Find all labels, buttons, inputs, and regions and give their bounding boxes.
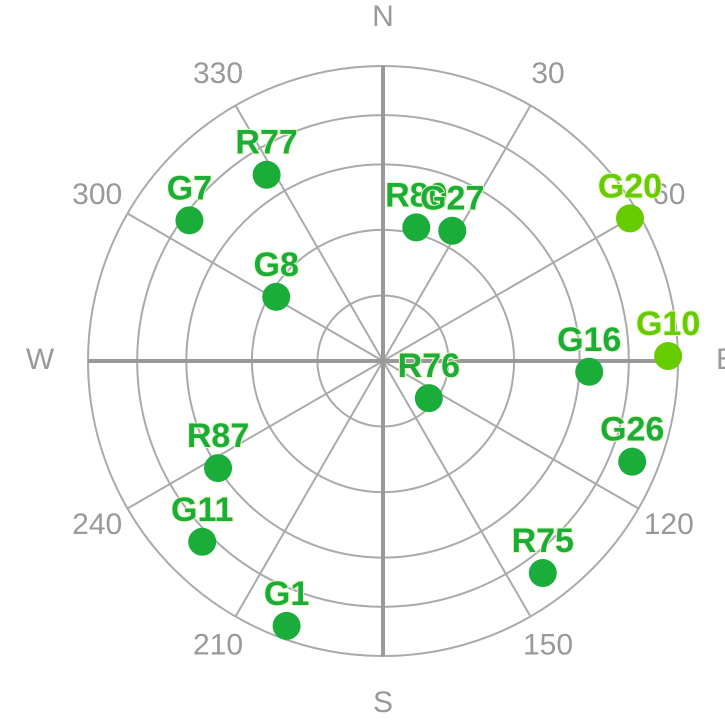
satellite bbox=[528, 559, 557, 588]
direction-label: S bbox=[373, 686, 393, 719]
satellite bbox=[272, 611, 301, 640]
satellite-label: G16 bbox=[557, 321, 621, 359]
satellite bbox=[204, 454, 233, 483]
satellite-label: G20 bbox=[598, 167, 662, 205]
satellite-label: G26 bbox=[600, 411, 664, 449]
angle-label: 60 bbox=[652, 178, 685, 211]
spoke bbox=[382, 360, 532, 617]
satellite-label: R87 bbox=[187, 417, 249, 455]
spoke bbox=[127, 360, 384, 510]
satellite-label: G1 bbox=[264, 575, 309, 613]
satellite bbox=[654, 342, 683, 371]
satellite-label: G7 bbox=[167, 169, 212, 207]
satellite-label: G8 bbox=[254, 246, 299, 284]
angle-label: 150 bbox=[523, 629, 573, 662]
angle-label: 330 bbox=[193, 57, 243, 90]
satellite-label: G27 bbox=[420, 180, 484, 218]
satellite bbox=[188, 527, 217, 556]
angle-label: 120 bbox=[644, 508, 694, 541]
satellite bbox=[438, 216, 467, 245]
spoke bbox=[234, 105, 384, 362]
angle-label: 300 bbox=[72, 178, 122, 211]
satellite-label: R77 bbox=[235, 124, 297, 162]
satellite bbox=[615, 204, 644, 233]
satellite bbox=[262, 282, 291, 311]
satellite-label: G11 bbox=[171, 491, 233, 529]
spoke bbox=[127, 212, 384, 362]
angle-label: 30 bbox=[531, 57, 564, 90]
angle-label: 210 bbox=[193, 629, 243, 662]
satellite-label: G10 bbox=[636, 305, 700, 343]
angle-label: 240 bbox=[72, 508, 122, 541]
direction-label: N bbox=[372, 0, 394, 33]
satellite bbox=[252, 160, 281, 189]
satellite-label: R75 bbox=[512, 522, 574, 560]
spoke bbox=[234, 360, 384, 617]
satellite bbox=[402, 213, 431, 242]
direction-label: E bbox=[716, 343, 725, 376]
satellite-label: R80 bbox=[385, 176, 447, 214]
satellite bbox=[175, 206, 204, 235]
satellite-label: R76 bbox=[398, 347, 460, 385]
satellite bbox=[575, 357, 604, 386]
spoke bbox=[382, 212, 639, 362]
satellite bbox=[618, 447, 647, 476]
direction-label: W bbox=[26, 343, 55, 376]
satellite bbox=[414, 384, 443, 413]
